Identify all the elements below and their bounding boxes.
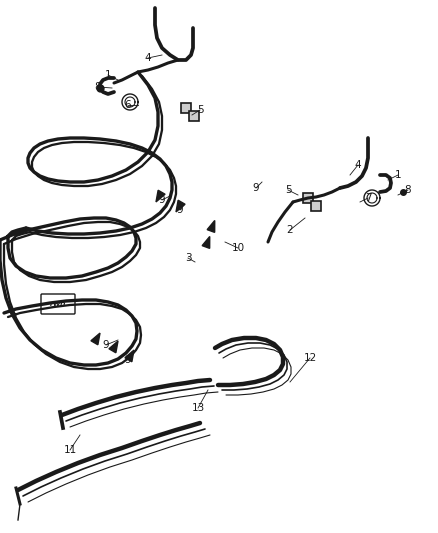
Text: 8: 8	[95, 82, 101, 92]
Bar	[189, 111, 199, 121]
Text: 9: 9	[177, 205, 184, 215]
Text: 2: 2	[287, 225, 293, 235]
Polygon shape	[125, 350, 134, 362]
Polygon shape	[91, 333, 100, 345]
Text: 9: 9	[159, 195, 165, 205]
Text: 9: 9	[102, 340, 110, 350]
Text: 6: 6	[125, 100, 131, 110]
Text: 8: 8	[405, 185, 411, 195]
Text: 9: 9	[253, 183, 259, 193]
Polygon shape	[207, 221, 215, 232]
Bar	[311, 201, 321, 211]
Text: 4: 4	[145, 53, 151, 63]
Text: 1: 1	[105, 70, 111, 80]
Text: FWD: FWD	[50, 302, 66, 306]
Polygon shape	[176, 200, 185, 212]
Bar	[181, 103, 191, 113]
Polygon shape	[156, 190, 165, 202]
Text: 4: 4	[355, 160, 361, 170]
Text: 11: 11	[64, 445, 77, 455]
Text: 1: 1	[395, 170, 401, 180]
Text: 13: 13	[191, 403, 205, 413]
Text: 3: 3	[185, 253, 191, 263]
Text: 5: 5	[285, 185, 291, 195]
Text: 12: 12	[304, 353, 317, 363]
Text: 7: 7	[365, 193, 371, 203]
Text: 5: 5	[197, 105, 203, 115]
Polygon shape	[109, 341, 118, 353]
FancyBboxPatch shape	[41, 294, 75, 314]
Text: 10: 10	[231, 243, 244, 253]
Text: 9: 9	[125, 355, 131, 365]
Polygon shape	[202, 237, 210, 248]
Bar	[303, 193, 313, 203]
